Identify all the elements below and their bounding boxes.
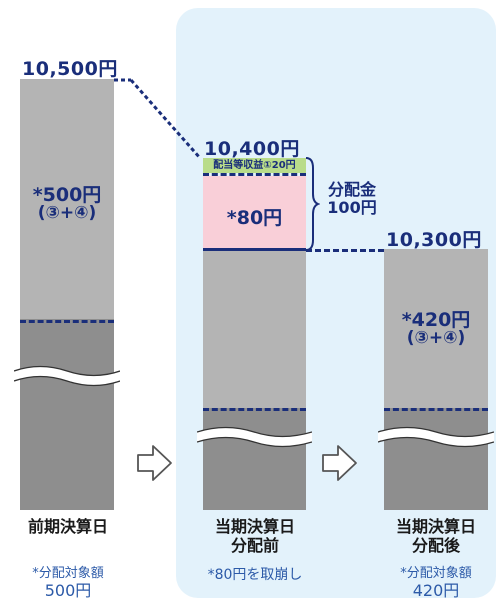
prev-amount-text: *500円 — [32, 184, 102, 206]
after-amount-text: *420円 — [401, 309, 471, 331]
income-block — [203, 158, 306, 173]
prev-distributable-block — [20, 79, 114, 319]
arrow-right-icon — [137, 445, 172, 481]
price-link-line — [306, 249, 384, 252]
before-base-block — [203, 408, 306, 510]
after-note-text: *分配対象額 — [400, 566, 472, 581]
distribution-bracket — [305, 157, 320, 251]
after-distributable-block — [384, 249, 488, 408]
prev-note-text: *分配対象額 — [32, 566, 104, 581]
drawdown-amount-text: *80円 — [226, 207, 283, 229]
prev-divider-line — [20, 320, 114, 323]
before-divider-line — [203, 408, 306, 411]
after-base-block — [384, 408, 488, 510]
before-top-line — [203, 248, 306, 251]
before-date-label: 当期決算日 — [214, 517, 295, 536]
after-date-label: 当期決算日 — [395, 517, 476, 536]
distribution-amount: 100円 — [327, 198, 377, 217]
before-state-label: 分配前 — [230, 536, 279, 555]
before-price-label: 10,400円 — [204, 138, 300, 160]
drawdown-block — [203, 176, 306, 250]
arrow-right-icon — [322, 445, 357, 481]
after-note-amount: 420円 — [412, 581, 460, 600]
after-formula-text: (③+④) — [406, 328, 466, 348]
income-divider-line — [203, 173, 306, 176]
prev-note-amount: 500円 — [44, 581, 92, 600]
before-distributable-block — [203, 251, 306, 408]
distribution-label: 分配金 — [327, 180, 376, 199]
after-divider-line — [384, 408, 488, 411]
prev-break-mark — [14, 365, 120, 387]
after-break-mark — [378, 426, 494, 448]
after-price-label: 10,300円 — [386, 229, 482, 251]
before-break-mark — [197, 426, 312, 448]
prev-formula-text: (③+④) — [37, 203, 97, 223]
income-label: 配当等収益①20円 — [213, 160, 296, 171]
prev-price-label: 10,500円 — [22, 58, 118, 80]
prev-base-block — [20, 319, 114, 510]
after-state-label: 分配後 — [411, 536, 460, 555]
before-note-text: *80円を取崩し — [207, 567, 303, 583]
prev-date-label: 前期決算日 — [27, 517, 108, 536]
